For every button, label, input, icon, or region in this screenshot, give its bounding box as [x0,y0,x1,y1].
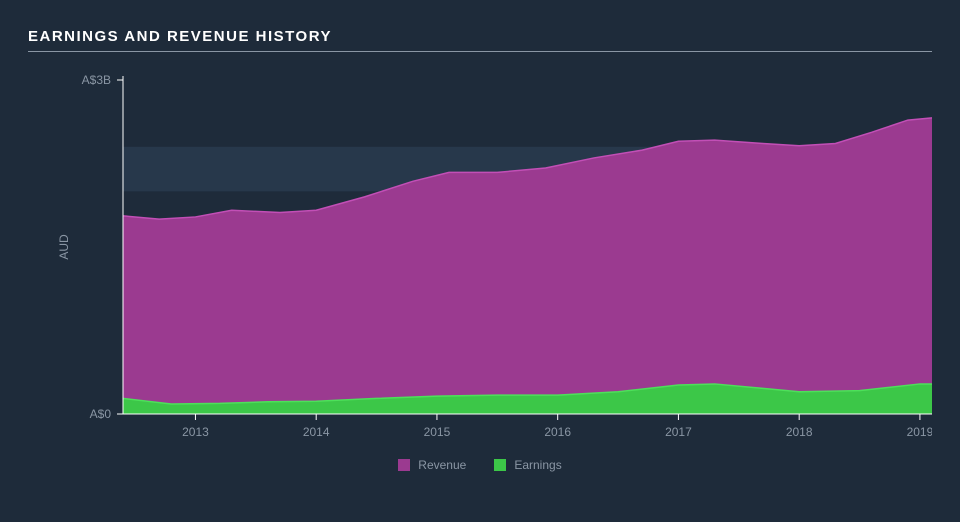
legend-label: Revenue [418,458,466,472]
svg-text:A$3B: A$3B [82,73,111,87]
legend-label: Earnings [514,458,561,472]
legend-item-earnings: Earnings [494,458,561,472]
svg-text:2017: 2017 [665,425,692,439]
svg-text:2016: 2016 [544,425,571,439]
title-rule [28,51,932,52]
chart-title: EARNINGS AND REVENUE HISTORY [28,28,932,45]
area-chart-svg: 2013 2014 2015 2016 2017 2018 2019 A$0 A$3B AUD [28,62,932,472]
legend-item-revenue: Revenue [398,458,466,472]
chart-container: EARNINGS AND REVENUE HISTORY 20132014201… [0,0,960,522]
legend-swatch [494,459,506,471]
chart-plot-area: 2013 2014 2015 2016 2017 2018 2019 A$0 A$3B AUD R… [28,62,932,472]
svg-text:2014: 2014 [303,425,330,439]
svg-text:2018: 2018 [786,425,813,439]
svg-text:AUD: AUD [57,234,71,260]
svg-text:A$0: A$0 [90,407,112,421]
svg-text:2013: 2013 [182,425,209,439]
svg-text:2015: 2015 [424,425,451,439]
svg-text:2019: 2019 [907,425,932,439]
legend-swatch [398,459,410,471]
chart-legend: Revenue Earnings [28,458,932,472]
